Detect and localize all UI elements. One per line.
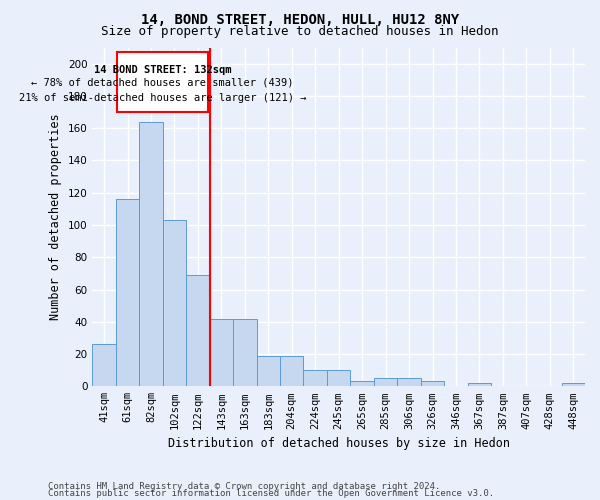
Bar: [209, 318, 233, 386]
Y-axis label: Number of detached properties: Number of detached properties: [49, 114, 62, 320]
Bar: [562, 383, 585, 386]
X-axis label: Distribution of detached houses by size in Hedon: Distribution of detached houses by size …: [167, 437, 509, 450]
Bar: [139, 122, 163, 386]
Bar: [163, 220, 186, 386]
Bar: [186, 275, 209, 386]
Bar: [116, 199, 139, 386]
Bar: [421, 382, 444, 386]
Text: Contains public sector information licensed under the Open Government Licence v3: Contains public sector information licen…: [48, 490, 494, 498]
Text: 14 BOND STREET: 132sqm: 14 BOND STREET: 132sqm: [94, 65, 232, 75]
Bar: [374, 378, 397, 386]
FancyBboxPatch shape: [117, 52, 208, 112]
Text: ← 78% of detached houses are smaller (439): ← 78% of detached houses are smaller (43…: [31, 78, 294, 88]
Bar: [397, 378, 421, 386]
Bar: [92, 344, 116, 387]
Bar: [257, 356, 280, 386]
Bar: [350, 382, 374, 386]
Bar: [233, 318, 257, 386]
Text: 21% of semi-detached houses are larger (121) →: 21% of semi-detached houses are larger (…: [19, 92, 307, 102]
Text: Contains HM Land Registry data © Crown copyright and database right 2024.: Contains HM Land Registry data © Crown c…: [48, 482, 440, 491]
Bar: [280, 356, 304, 386]
Text: Size of property relative to detached houses in Hedon: Size of property relative to detached ho…: [101, 25, 499, 38]
Bar: [304, 370, 327, 386]
Bar: [467, 383, 491, 386]
Bar: [327, 370, 350, 386]
Text: 14, BOND STREET, HEDON, HULL, HU12 8NY: 14, BOND STREET, HEDON, HULL, HU12 8NY: [141, 12, 459, 26]
